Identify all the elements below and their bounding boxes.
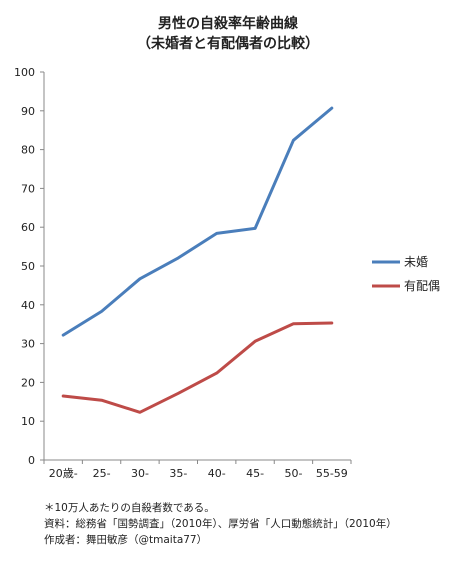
y-tick-label: 60 [21, 221, 35, 234]
chart-title: 男性の自殺率年齢曲線 （未婚者と有配偶者の比較） [0, 14, 456, 54]
source-notes: ＊10万人あたりの自殺者数である。 資料：総務省「国勢調査」（2010年）、厚労… [44, 500, 397, 548]
chart-subtitle: （未婚者と有配偶者の比較） [137, 36, 319, 52]
y-tick-label: 40 [21, 299, 35, 312]
y-tick-label: 0 [28, 454, 35, 467]
x-tick-label: 20歳- [49, 467, 78, 480]
legend-label: 未婚 [404, 255, 428, 269]
chart-series [61, 106, 334, 414]
chart-title-main: 男性の自殺率年齢曲線 [158, 16, 298, 32]
chart-ticks: 0 10 20 30 40 50 60 70 80 90 100 20歳- 25- 30- 35- 40- 45… [14, 66, 352, 480]
x-tick-label: 50- [284, 467, 302, 480]
y-tick-label: 80 [21, 144, 35, 157]
x-tick-label: 45- [246, 467, 264, 480]
y-tick-label: 50 [21, 260, 35, 273]
legend-label: 有配偶 [404, 279, 440, 293]
y-tick-label: 30 [21, 338, 35, 351]
y-tick-label: 100 [14, 66, 35, 79]
series-line [61, 106, 334, 337]
note-line: 資料：総務省「国勢調査」（2010年）、厚労省「人口動態統計」（2010年） [44, 518, 397, 530]
x-tick-label: 40- [208, 467, 226, 480]
x-tick-label: 30- [131, 467, 149, 480]
x-tick-label: 55-59 [316, 467, 348, 480]
y-tick-label: 70 [21, 182, 35, 195]
y-tick-label: 10 [21, 415, 35, 428]
note-line: ＊10万人あたりの自殺者数である。 [44, 502, 215, 514]
series-line [61, 321, 334, 414]
x-tick-label: 35- [169, 467, 187, 480]
y-tick-label: 90 [21, 105, 35, 118]
y-tick-label: 20 [21, 376, 35, 389]
x-tick-label: 25- [93, 467, 111, 480]
note-line: 作成者：舞田敏彦（@tmaita77） [44, 534, 208, 546]
